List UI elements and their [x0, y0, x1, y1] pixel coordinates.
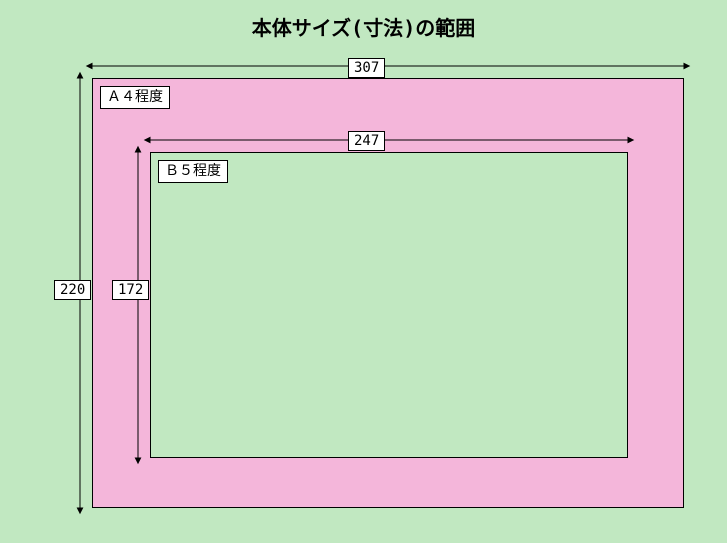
inner-frame-b5 — [150, 152, 628, 458]
inner-size-label: Ｂ５程度 — [158, 160, 228, 183]
outer-height-value: 220 — [54, 280, 91, 300]
diagram-title: 本体サイズ(寸法)の範囲 — [0, 12, 727, 41]
inner-width-value: 247 — [348, 131, 385, 151]
outer-size-label: Ａ４程度 — [100, 86, 170, 109]
outer-width-value: 307 — [348, 58, 385, 78]
inner-height-value: 172 — [112, 280, 149, 300]
